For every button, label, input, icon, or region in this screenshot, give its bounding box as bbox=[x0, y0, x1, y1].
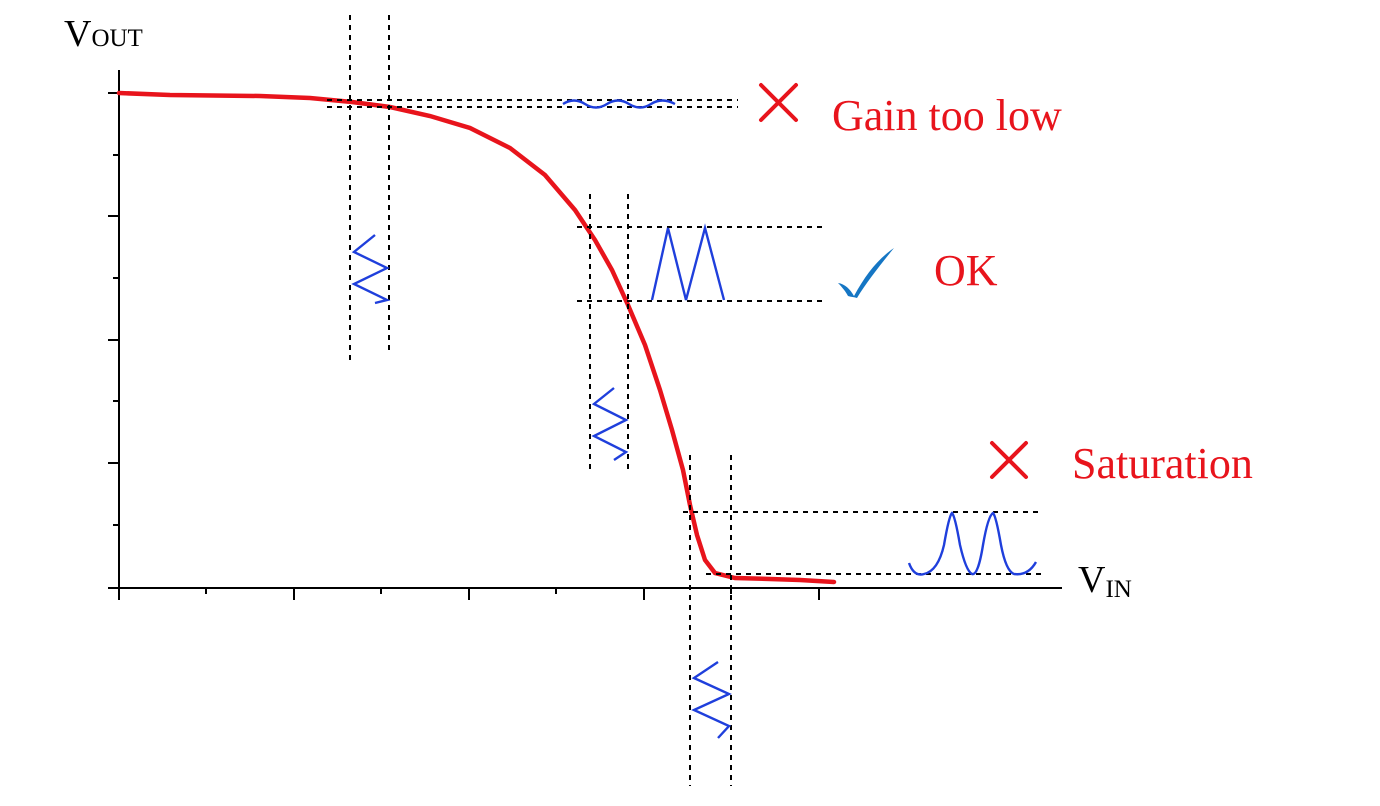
y-axis-ticks bbox=[108, 92, 119, 526]
cross-icon bbox=[990, 441, 1028, 479]
case-gain-too-low bbox=[327, 15, 738, 362]
x-axis-label: VIN bbox=[1078, 559, 1132, 603]
label-gain-too-low: Gain too low bbox=[832, 91, 1062, 140]
y-axis-label: VOUT bbox=[64, 13, 143, 55]
output-wave-gain-low bbox=[562, 99, 676, 109]
case-saturation bbox=[683, 455, 1042, 786]
label-ok: OK bbox=[934, 246, 998, 295]
output-wave-saturation bbox=[907, 511, 1038, 576]
cross-icon bbox=[759, 83, 798, 122]
output-wave-ok bbox=[650, 223, 726, 301]
transfer-curve bbox=[116, 90, 837, 585]
case-ok bbox=[577, 194, 822, 470]
x-axis-ticks bbox=[118, 588, 820, 600]
label-saturation: Saturation bbox=[1072, 439, 1253, 488]
input-wave-saturation bbox=[691, 661, 732, 739]
axes: VOUT VIN bbox=[64, 13, 1132, 603]
input-wave-gain-low bbox=[351, 234, 391, 305]
check-icon bbox=[838, 248, 894, 298]
input-wave-ok bbox=[591, 387, 629, 461]
